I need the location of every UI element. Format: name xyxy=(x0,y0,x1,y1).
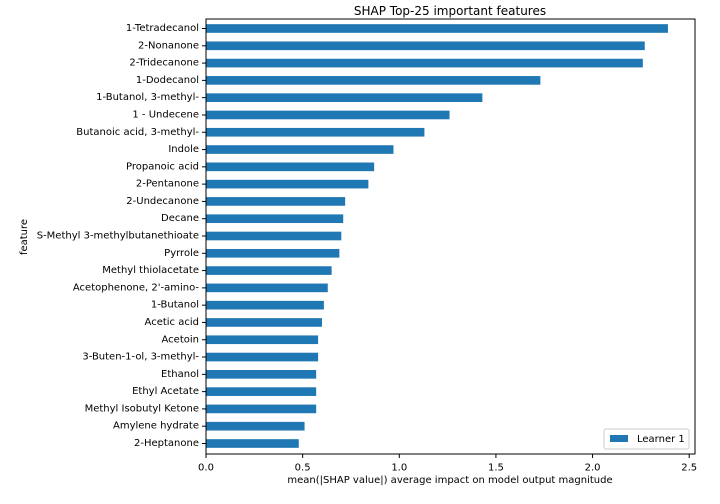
y-tick-label: Amylene hydrate xyxy=(113,421,199,432)
y-tick-label: Ethyl Acetate xyxy=(132,386,199,397)
bar xyxy=(206,352,319,362)
bar xyxy=(206,58,643,68)
bar xyxy=(206,283,328,293)
bar xyxy=(206,93,483,102)
bar xyxy=(206,439,299,448)
legend-frame xyxy=(603,428,690,450)
y-tick-label: Methyl Isobutyl Ketone xyxy=(85,403,199,414)
y-tick-label: Acetoin xyxy=(162,334,199,345)
bar xyxy=(206,266,332,275)
bar xyxy=(206,162,375,172)
y-tick-label: Decane xyxy=(161,213,199,224)
y-tick-label: 2-Heptanone xyxy=(134,438,199,449)
y-tick-label: 2-Tridecanone xyxy=(129,58,199,69)
chart-title: SHAP Top-25 important features xyxy=(354,4,546,18)
bar xyxy=(206,127,425,137)
x-tick-label: 2.5 xyxy=(681,463,697,474)
y-tick-label: 1-Butanol, 3-methyl- xyxy=(96,92,199,103)
y-tick-label: 2-Nonanone xyxy=(138,40,199,51)
y-tick-label: Acetophenone, 2'-amino- xyxy=(73,282,200,293)
y-tick-label: 1-Tetradecanol xyxy=(126,23,199,34)
y-tick-label: 1 - Undecene xyxy=(132,109,199,120)
bar xyxy=(206,179,369,189)
x-ticks: 0.0 0.5 1.0 1.5 2.0 2.5 xyxy=(198,454,697,474)
bar xyxy=(206,110,450,120)
y-tick-label: Indole xyxy=(168,144,199,155)
y-tick-labels: 1-Tetradecanol 2-Nonanone 2-Tridecanone 1-D… xyxy=(37,23,206,449)
bar xyxy=(206,318,322,327)
bar xyxy=(206,214,344,224)
bar xyxy=(206,404,317,414)
bar xyxy=(206,145,394,154)
legend-label-learner-1: Learner 1 xyxy=(637,434,685,445)
bar xyxy=(206,76,541,85)
y-axis-label: feature xyxy=(19,219,30,255)
y-tick-label: Butanoic acid, 3-methyl- xyxy=(76,127,199,138)
y-tick-label: S-Methyl 3-methylbutanethioate xyxy=(37,231,199,242)
bar xyxy=(206,370,317,379)
legend: Learner 1 xyxy=(603,428,690,450)
x-tick-label: 0.5 xyxy=(295,463,311,474)
bar xyxy=(206,335,319,345)
x-tick-label: 0.0 xyxy=(198,463,214,474)
bar xyxy=(206,387,317,396)
y-tick-label: 1-Butanol xyxy=(151,300,199,311)
y-tick-label: Methyl thiolacetate xyxy=(102,265,199,276)
y-tick-label: Ethanol xyxy=(161,369,199,380)
y-tick-label: Acetic acid xyxy=(145,317,199,328)
x-tick-label: 1.5 xyxy=(488,463,504,474)
bars-layer xyxy=(206,24,668,448)
y-tick-label: 2-Undecanone xyxy=(126,196,199,207)
legend-swatch xyxy=(610,435,628,442)
y-tick-label: 2-Pentanone xyxy=(136,179,199,190)
bar xyxy=(206,300,324,310)
bar xyxy=(206,197,346,206)
y-tick-label: Pyrrole xyxy=(164,248,199,259)
plot-frame xyxy=(205,18,696,455)
x-tick-label: 1.0 xyxy=(391,463,407,474)
bar xyxy=(206,41,645,51)
y-tick-label: 1-Dodecanol xyxy=(136,75,199,86)
bar xyxy=(206,248,340,258)
x-axis-label: mean(|SHAP value|) average impact on mod… xyxy=(287,475,612,486)
y-tick-label: Propanoic acid xyxy=(126,161,199,172)
y-tick-label: 3-Buten-1-ol, 3-methyl- xyxy=(82,352,199,363)
bar xyxy=(206,421,305,431)
x-tick-label: 2.0 xyxy=(585,463,601,474)
bar xyxy=(206,231,342,241)
bar xyxy=(206,24,668,33)
